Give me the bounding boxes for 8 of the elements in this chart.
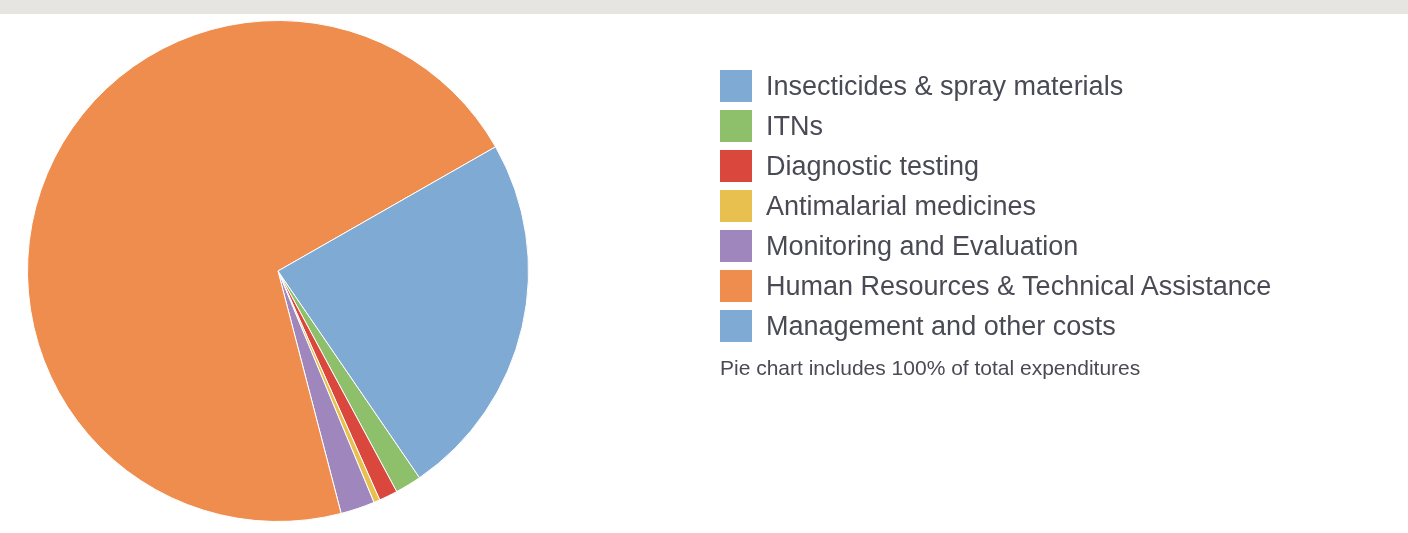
legend-label: Management and other costs xyxy=(766,310,1116,342)
legend-label: Human Resources & Technical Assistance xyxy=(766,270,1272,302)
legend-label: Insecticides & spray materials xyxy=(766,70,1124,102)
legend-label: Antimalarial medicines xyxy=(766,190,1037,222)
legend-label: ITNs xyxy=(766,110,823,142)
text: Pie chart includes 100% of total expenditures xyxy=(720,356,1142,380)
legend-label: Monitoring and Evaluation xyxy=(766,230,1079,262)
legend-label: Diagnostic testing xyxy=(766,150,980,182)
